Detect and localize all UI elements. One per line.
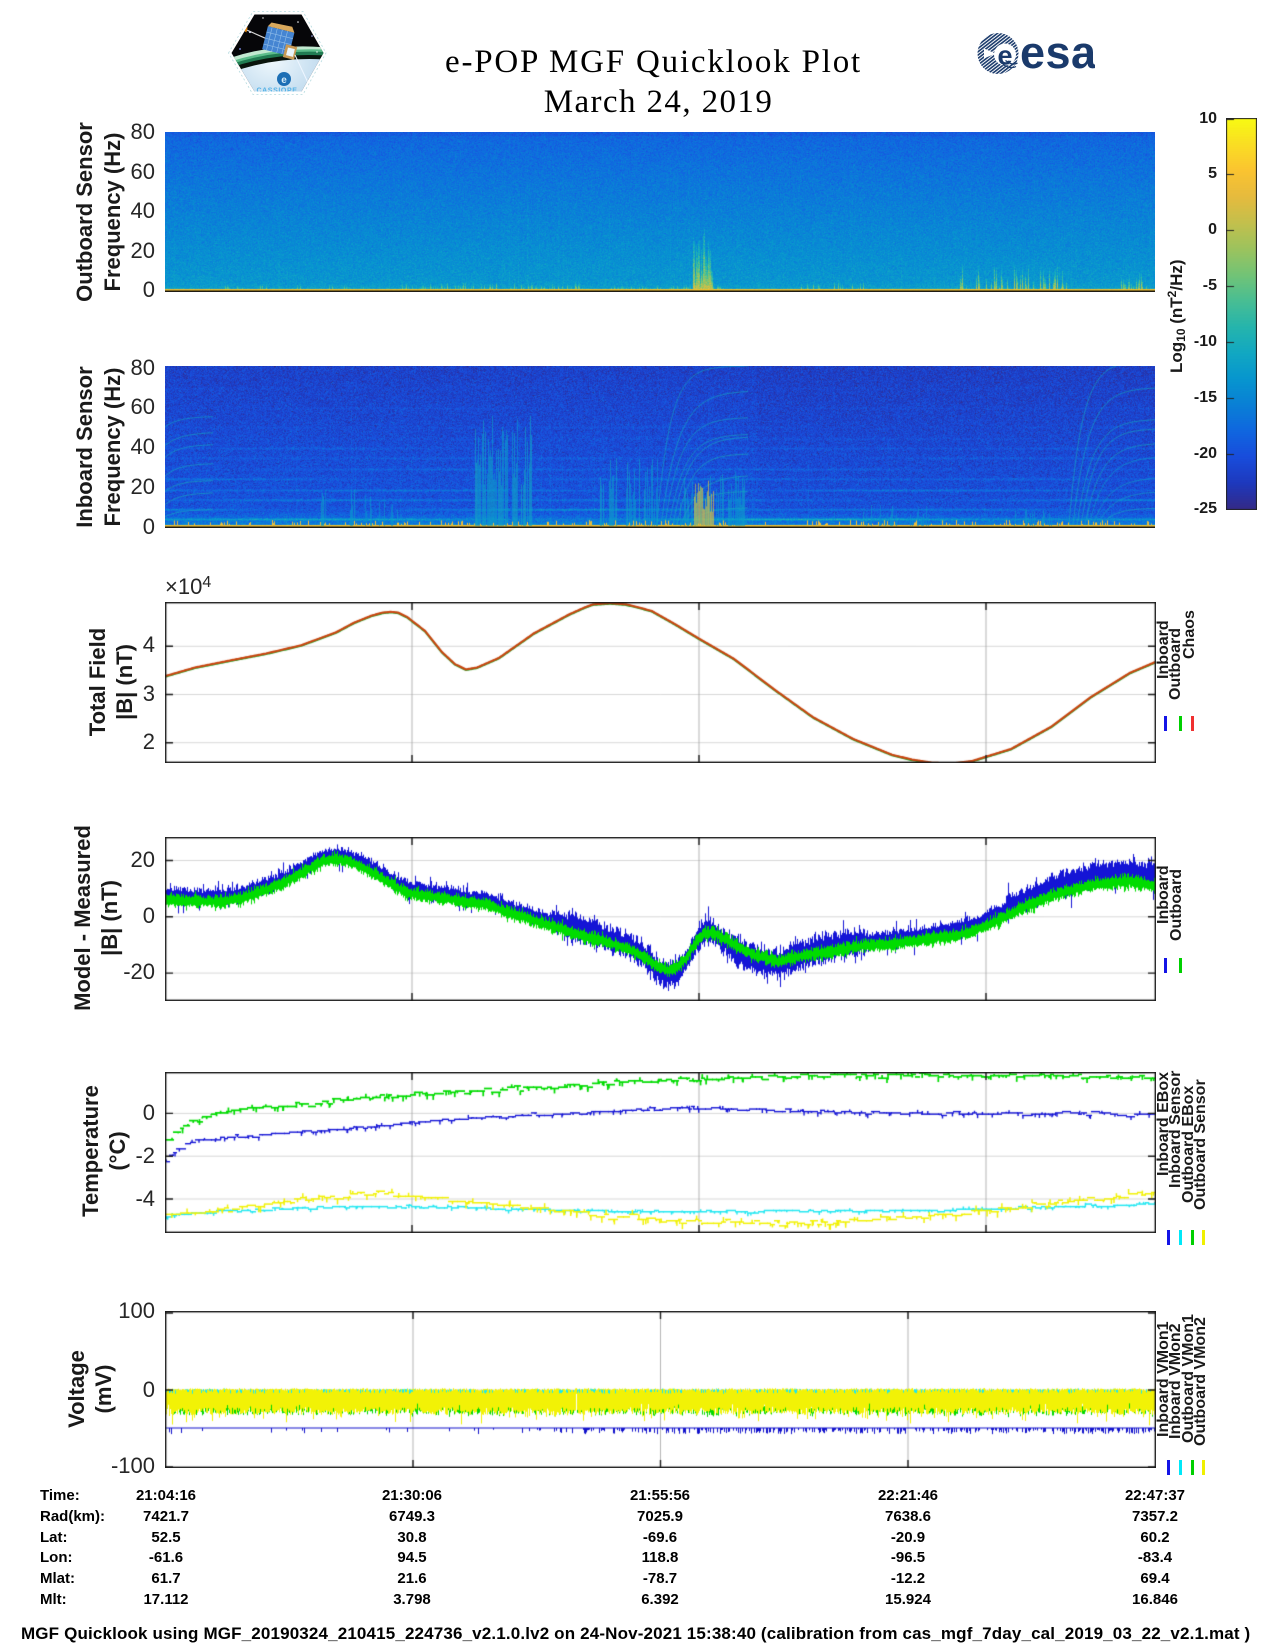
svg-text:e: e [281, 75, 287, 86]
svg-text:CASSIOPE: CASSIOPE [257, 88, 298, 95]
svg-text:esa: esa [1020, 30, 1095, 78]
